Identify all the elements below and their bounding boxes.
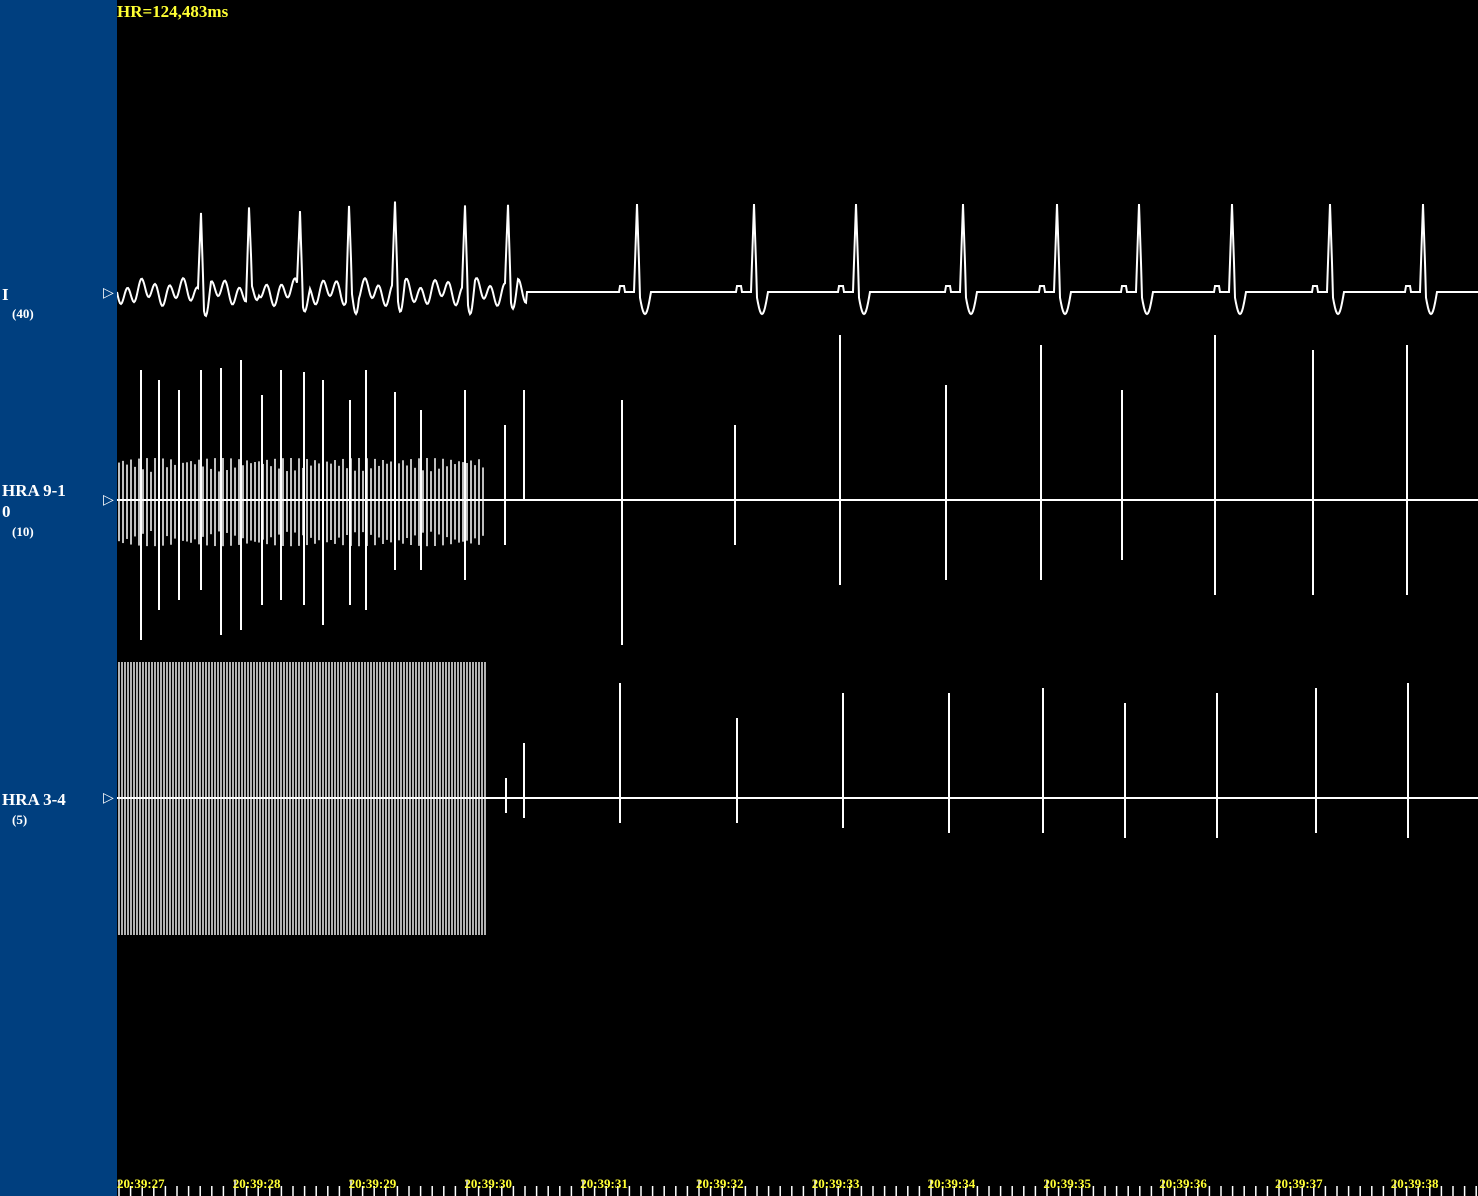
channel-gain-i: (40) — [12, 306, 34, 321]
time-label: 20:39:35 — [1043, 1176, 1092, 1191]
baseline-marker-icon[interactable]: ▷ — [103, 286, 114, 301]
time-axis-ticks — [118, 1180, 1477, 1196]
baseline-marker-icon[interactable]: ▷ — [103, 791, 114, 806]
time-label: 20:39:36 — [1159, 1176, 1207, 1191]
time-label: 20:39:34 — [927, 1176, 976, 1191]
channel-gain-hra-9-10: (10) — [12, 524, 34, 539]
time-label: 20:39:32 — [696, 1176, 744, 1191]
channel-sidebar: I (40) HRA 9-1 0 (10) HRA 3-4 (5) ▷ ▷ ▷ — [0, 0, 117, 1196]
hr-readout: HR=124,483ms — [117, 2, 229, 21]
time-label: 20:39:33 — [811, 1176, 860, 1191]
trace-lead-i — [117, 201, 1478, 318]
trace-hra-9-10 — [117, 335, 1478, 645]
time-label: 20:39:37 — [1275, 1176, 1323, 1191]
channel-gain-hra-3-4: (5) — [12, 812, 28, 827]
time-label: 20:39:38 — [1390, 1176, 1439, 1191]
channel-label-hra-3-4[interactable]: HRA 3-4 — [2, 790, 66, 809]
trace-area[interactable] — [117, 0, 1478, 1196]
channel-label-i[interactable]: I — [2, 285, 9, 304]
baseline-marker-icon[interactable]: ▷ — [103, 493, 114, 508]
time-label: 20:39:27 — [117, 1176, 165, 1191]
trace-hra-3-4 — [117, 662, 1478, 935]
time-label: 20:39:29 — [348, 1176, 397, 1191]
channel-label-hra-9-10[interactable]: HRA 9-1 0 — [2, 481, 66, 521]
time-label: 20:39:28 — [232, 1176, 281, 1191]
time-label: 20:39:31 — [580, 1176, 628, 1191]
time-label: 20:39:30 — [464, 1176, 513, 1191]
